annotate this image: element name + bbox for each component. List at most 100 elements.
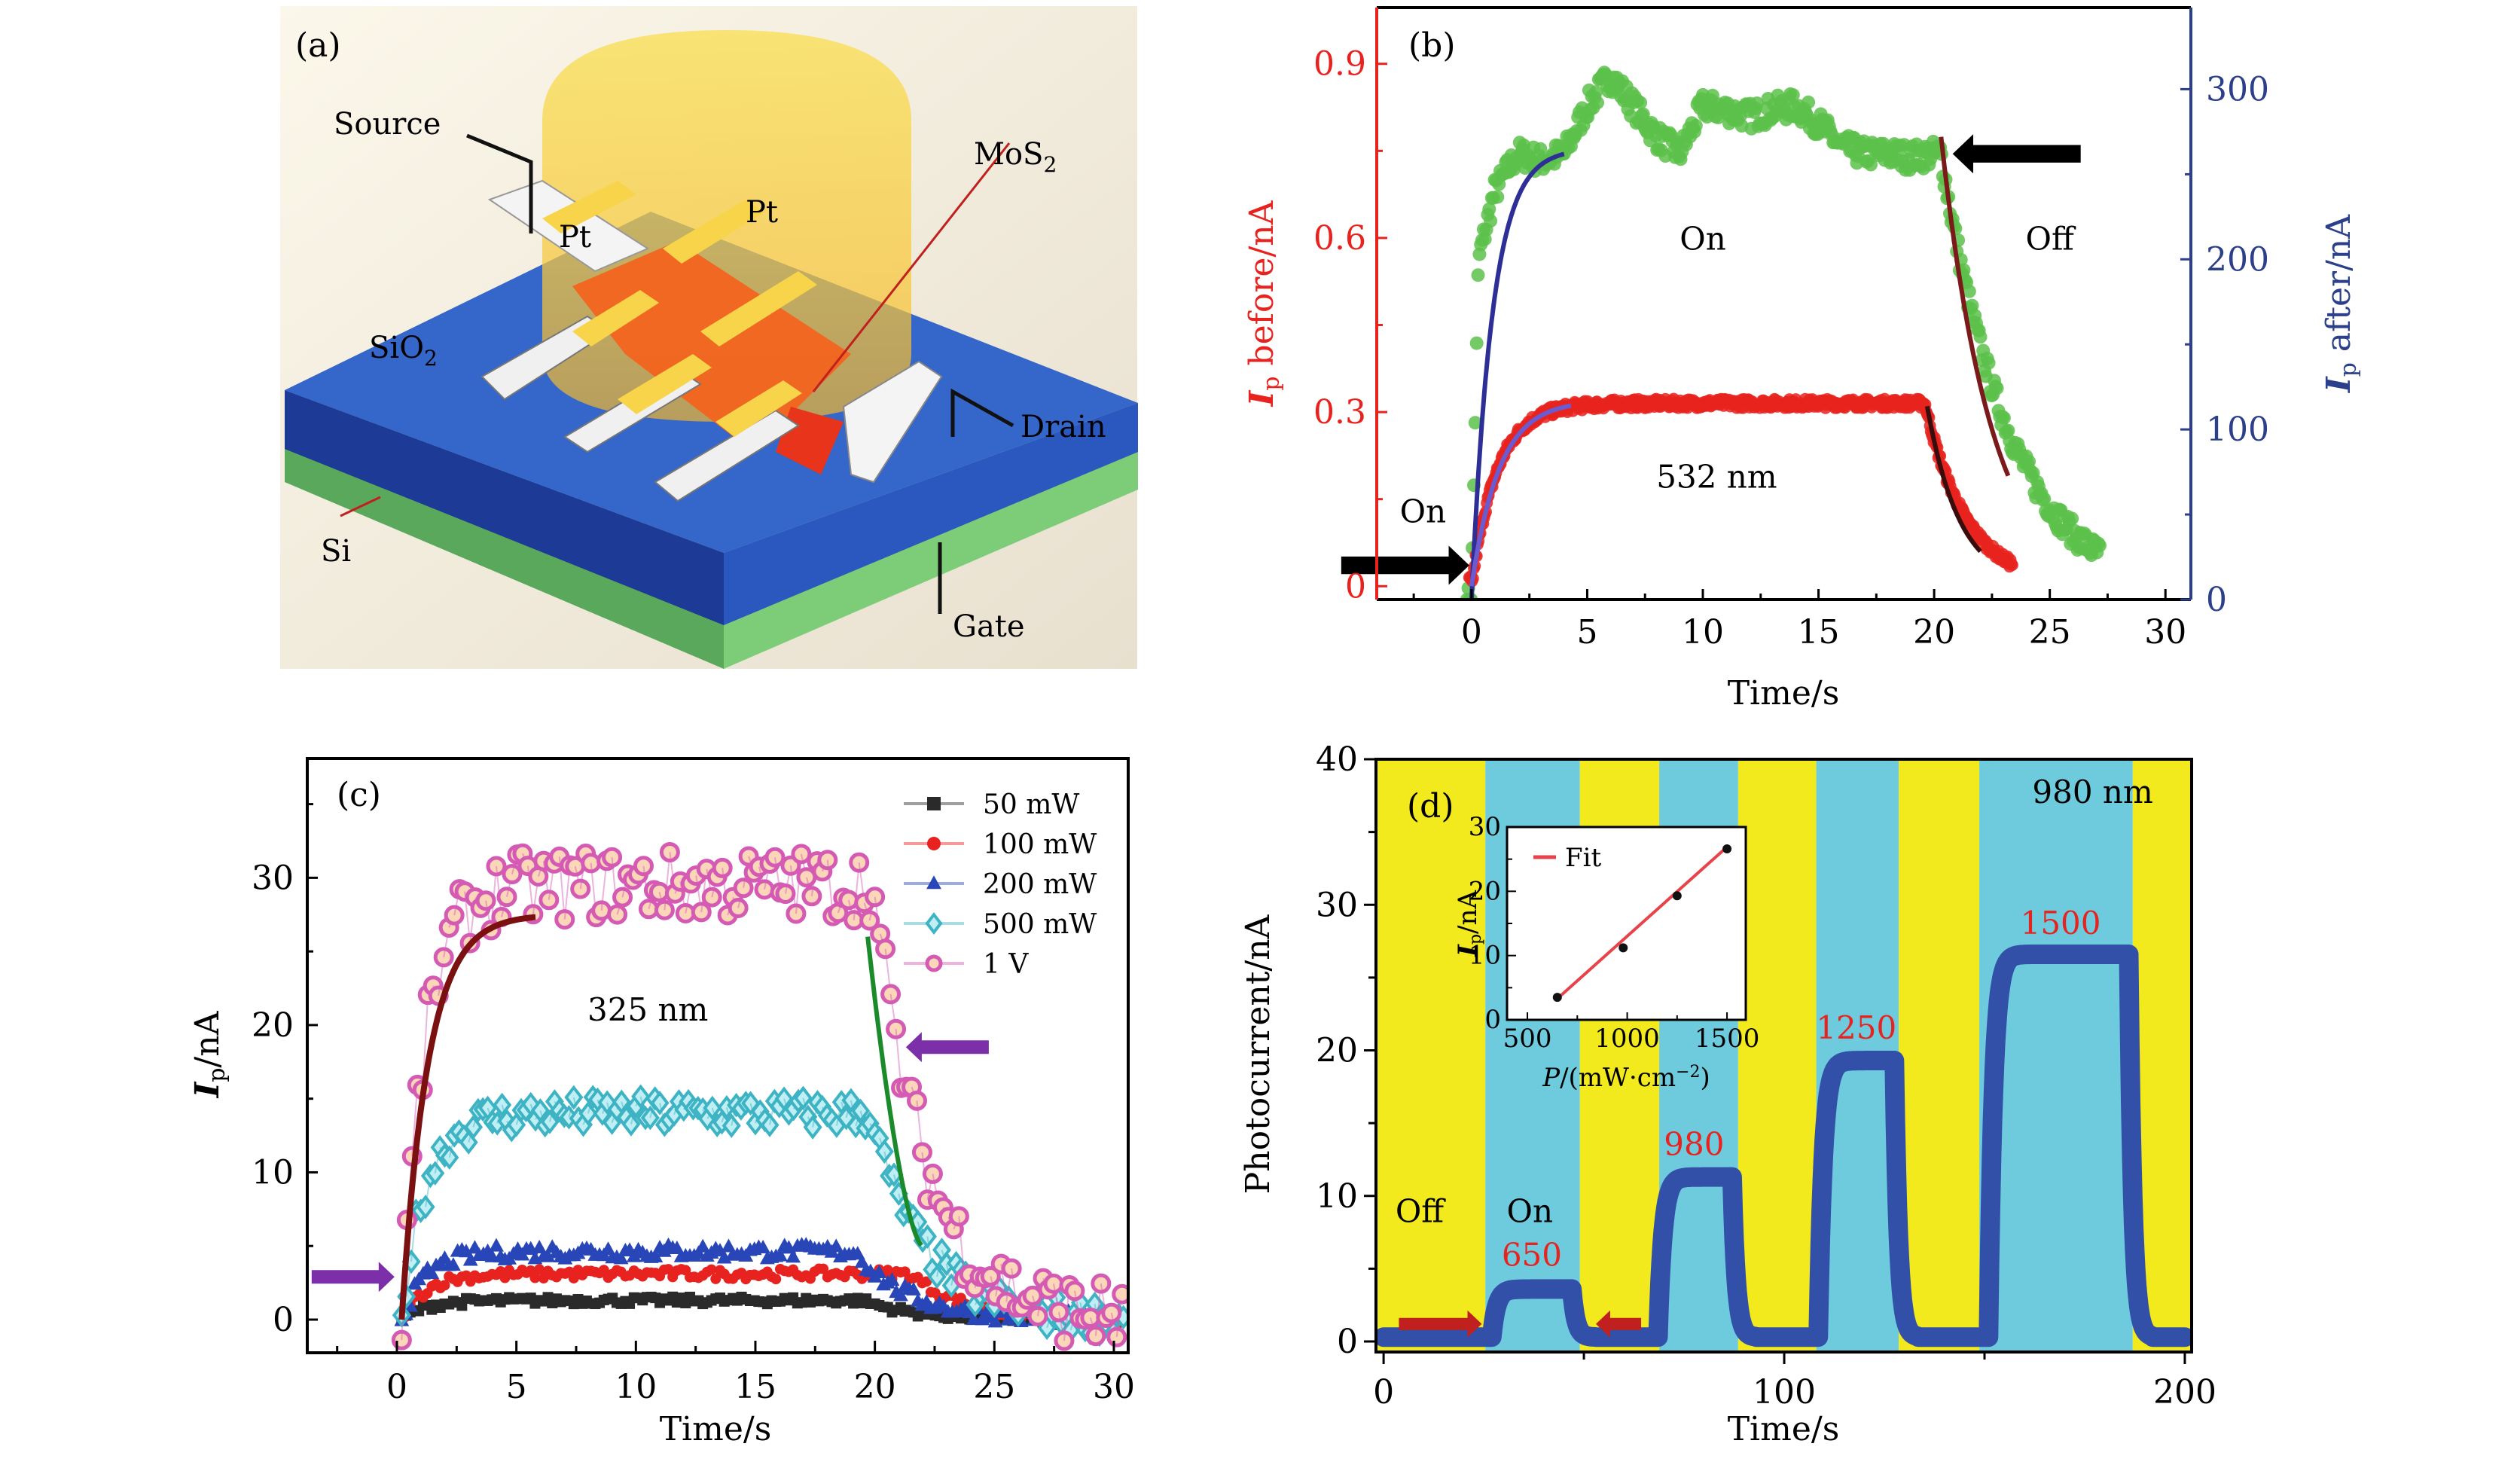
x-tick-label: 0 <box>386 1368 407 1406</box>
marker-hexcircle <box>764 847 786 868</box>
gate-label: Gate <box>953 609 1025 644</box>
power-label: 1500 <box>2021 905 2101 942</box>
panel-d-plot-area <box>1376 759 2192 1352</box>
marker-diamond <box>917 1224 937 1249</box>
marker-diamond <box>578 1101 598 1126</box>
marker-hexcircle <box>1048 1302 1069 1323</box>
x-tick-label: 5 <box>1576 613 1597 652</box>
band-on <box>1979 759 2133 1352</box>
sio2-right-side <box>724 403 1138 625</box>
marker-hexcircle <box>875 938 896 960</box>
rise-fit-curve <box>398 914 536 1320</box>
inset-data-point <box>1618 943 1628 953</box>
marker-diamond <box>803 1115 822 1140</box>
source-leader-line <box>466 133 533 233</box>
marker-diamond <box>703 1095 722 1121</box>
marker-triangle <box>987 1314 1003 1328</box>
annotation-text: On <box>1679 220 1725 257</box>
marker-hexcircle <box>922 1163 943 1184</box>
left-y-tick-label: 0.9 <box>1313 45 1366 84</box>
fit-curve <box>1924 405 1982 554</box>
marker-hexcircle <box>791 844 812 865</box>
marker-hexcircle <box>475 890 496 911</box>
marker-hexcircle <box>538 890 560 911</box>
data-point-after <box>1533 142 1548 156</box>
inset-xlabel: P/(mW·cm−2) <box>1542 1063 1710 1093</box>
marker-hexcircle <box>1091 1273 1112 1294</box>
marker-hexcircle <box>849 852 870 873</box>
panel-b-xlabel: Time/s <box>1728 674 1840 713</box>
power-label: 980 <box>1664 1126 1724 1163</box>
marker-hexcircle <box>654 899 675 920</box>
marker-diamond <box>650 1091 670 1115</box>
panel-label-d: (d) <box>1407 787 1454 826</box>
data-point-after <box>1997 410 2011 425</box>
x-tick-label: 5 <box>506 1368 527 1406</box>
marker-triangle <box>489 1238 504 1252</box>
marker-diamond <box>851 1098 871 1124</box>
legend-label: 50 mW <box>983 789 1079 820</box>
panel-c-legend: 50 mW 100 mW 200 mW 500 mW 1 V <box>904 789 1097 980</box>
marker-hexcircle <box>1101 1302 1122 1323</box>
y-tick-label: 10 <box>1316 1177 1358 1216</box>
marker-triangle <box>773 1247 788 1262</box>
arrow-icon <box>1399 1310 1482 1338</box>
marker-diamond <box>464 1115 484 1140</box>
pt-label-2: Pt <box>746 195 778 230</box>
x-tick-label: 20 <box>1913 613 1955 652</box>
inset-x-tick-label: 500 <box>1503 1024 1552 1054</box>
marker-diamond <box>621 1112 641 1137</box>
left-y-tick-label: 0.3 <box>1313 393 1366 432</box>
panel-label-b: (b) <box>1408 26 1456 65</box>
fit-curve <box>1469 151 1565 600</box>
marker-triangle <box>828 1238 844 1253</box>
arrow-icon <box>1596 1310 1642 1338</box>
marker-diamond <box>493 1092 512 1118</box>
marker-hexcircle <box>570 878 591 899</box>
marker-triangle <box>926 875 941 890</box>
right-y-tick-label: 200 <box>2206 240 2269 279</box>
data-point-after <box>1982 356 1996 370</box>
pt-electrode-3 <box>700 271 817 346</box>
marker-diamond <box>925 912 943 935</box>
mos2-leader-line <box>812 142 1011 392</box>
power-label: 1250 <box>1816 1009 1896 1046</box>
x-tick-label: 15 <box>1798 613 1840 652</box>
pt-electrode-6 <box>715 380 802 437</box>
panel-b-ylabel-left: Ip before/nA <box>1243 200 1285 407</box>
marker-hexcircle <box>817 850 838 871</box>
marker-hexcircle <box>865 887 886 908</box>
pt-electrode-1 <box>542 181 636 233</box>
marker-diamond <box>760 1112 779 1137</box>
inset-data-point <box>1552 993 1562 1003</box>
photocurrent-trace <box>1376 945 2192 1347</box>
data-point-after <box>2065 511 2079 526</box>
marker-hexcircle <box>1001 1258 1022 1279</box>
legend-label: 1 V <box>983 949 1029 980</box>
y-tick-label: 20 <box>1316 1032 1358 1070</box>
si-leader-line <box>340 496 381 517</box>
marker-diamond <box>416 1195 435 1219</box>
marker-hexcircle <box>602 847 623 868</box>
marker-triangle <box>906 1281 921 1296</box>
data-point-after <box>1589 85 1603 99</box>
decay-fit-curve <box>865 936 923 1247</box>
drain-leader-line <box>950 388 1014 437</box>
inset-data-point <box>1722 844 1732 854</box>
annotation-text: 980 nm <box>2032 774 2152 810</box>
legend-label: 200 mW <box>983 869 1097 900</box>
marker-circle <box>927 837 941 850</box>
marker-hexcircle <box>554 909 575 930</box>
marker-diamond <box>564 1085 584 1110</box>
panel-b-ylabel-right: Ip after/nA <box>2320 214 2362 394</box>
y-tick-label: 30 <box>1316 886 1358 924</box>
data-point-after <box>1802 95 1816 109</box>
data-point-after <box>2037 492 2052 506</box>
left-y-tick-label: 0.6 <box>1313 219 1366 258</box>
marker-circle <box>529 1272 541 1283</box>
panel-d-ylabel: Photocurrent/nA <box>1239 914 1277 1194</box>
band-off <box>1899 759 1980 1352</box>
data-point-after <box>1962 284 1976 298</box>
x-tick-label: 200 <box>2153 1373 2216 1412</box>
